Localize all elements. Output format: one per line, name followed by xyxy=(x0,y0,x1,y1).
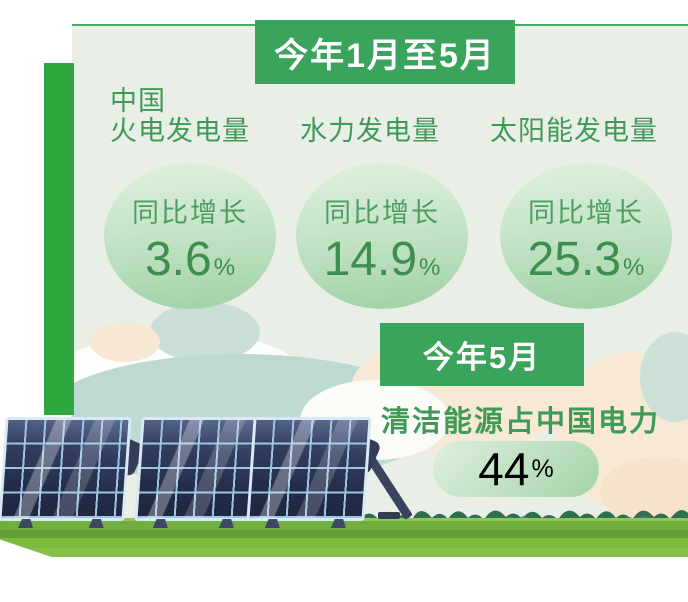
solar-panel-cells xyxy=(1,420,129,518)
cloud-shape xyxy=(640,332,688,422)
period-banner-top: 今年1月至5月 xyxy=(255,20,515,84)
stat-unit: % xyxy=(623,254,645,281)
panel-foot xyxy=(153,519,169,528)
growth-label: 同比增长 xyxy=(132,198,248,228)
stat-label-line1: 中国 xyxy=(110,86,166,116)
solar-panel-cells xyxy=(137,420,257,518)
cloud-shape xyxy=(90,322,160,362)
panel-foot xyxy=(219,519,235,528)
solar-panel xyxy=(0,417,132,521)
stat-circle-thermal: 同比增长 3.6 % xyxy=(104,163,276,309)
stat-value: 3.6 xyxy=(144,233,212,286)
period-banner-top-label: 今年1月至5月 xyxy=(274,36,496,75)
period-banner-highlight-label: 今年5月 xyxy=(422,340,542,375)
stat-circle-hydro: 同比增长 14.9 % xyxy=(296,163,468,309)
stat-label-solar: 太阳能发电量 xyxy=(490,86,658,146)
stat-label-line2: 水力发电量 xyxy=(300,116,440,146)
panel-foot xyxy=(331,519,347,528)
cloud-shape xyxy=(150,302,260,362)
panel-foot xyxy=(89,519,105,528)
highlight-description: 清洁能源占中国电力 xyxy=(381,406,661,438)
stat-label-hydro: 水力发电量 xyxy=(300,86,440,146)
solar-panel-cells xyxy=(249,420,369,518)
highlight-unit: % xyxy=(531,454,554,483)
stat-label-thermal: 中国 火电发电量 xyxy=(110,86,250,146)
panel-foot xyxy=(265,519,281,528)
period-banner-highlight: 今年5月 xyxy=(380,323,584,386)
stat-label-line2: 太阳能发电量 xyxy=(490,116,658,146)
solar-panel xyxy=(246,417,372,521)
highlight-value: 44 xyxy=(478,443,530,495)
panel-foot xyxy=(18,519,34,528)
highlight-value-pill: 44 % xyxy=(433,441,599,497)
stat-label-line2: 火电发电量 xyxy=(110,116,250,146)
growth-label: 同比增长 xyxy=(528,198,644,228)
left-accent-bar xyxy=(44,63,74,415)
stat-circle-solar: 同比增长 25.3 % xyxy=(500,163,672,309)
stat-value: 14.9 xyxy=(323,233,418,286)
stat-unit: % xyxy=(419,254,441,281)
growth-label: 同比增长 xyxy=(324,198,440,228)
stat-unit: % xyxy=(213,254,236,281)
stat-value: 25.3 xyxy=(527,233,622,286)
panel-support-foot xyxy=(378,512,400,519)
solar-panel xyxy=(134,417,260,521)
